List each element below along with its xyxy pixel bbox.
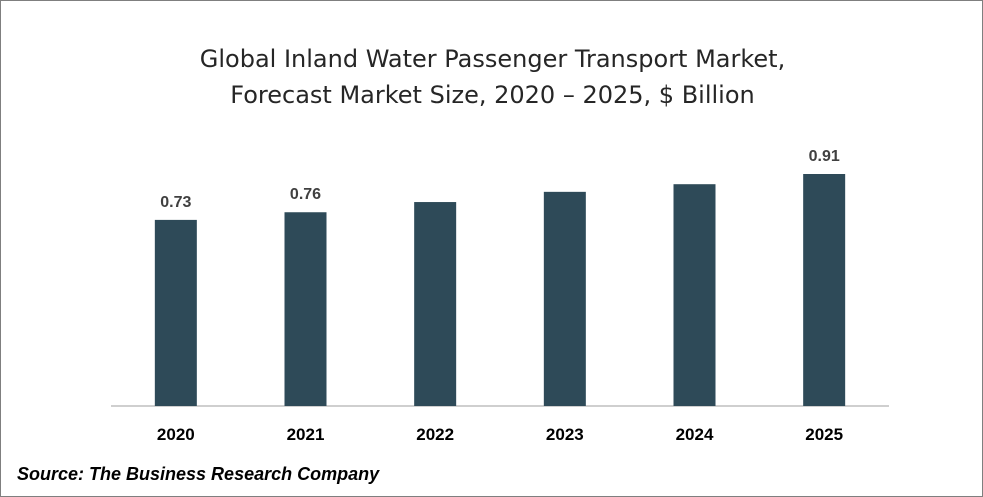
x-tick-label-2024: 2024	[676, 425, 714, 444]
x-tick-label-2023: 2023	[546, 425, 584, 444]
data-label-2025: 0.91	[809, 148, 840, 165]
source-note: Source: The Business Research Company	[17, 464, 380, 484]
bar-2022	[414, 202, 457, 406]
chart-title-line-1: Global Inland Water Passenger Transport …	[199, 45, 786, 73]
bar-2025	[803, 174, 846, 406]
data-label-2021: 0.76	[290, 186, 321, 203]
bar-2020	[154, 219, 197, 406]
bar-2023	[543, 191, 586, 406]
x-tick-label-2025: 2025	[805, 425, 843, 444]
x-tick-label-2021: 2021	[287, 425, 325, 444]
data-label-2020: 0.73	[160, 194, 191, 211]
bar-2024	[673, 184, 716, 406]
x-tick-label-2022: 2022	[416, 425, 454, 444]
bar-2021	[284, 212, 327, 406]
chart-title-line-2: Forecast Market Size, 2020 – 2025, $ Bil…	[230, 81, 755, 109]
x-tick-label-2020: 2020	[157, 425, 195, 444]
